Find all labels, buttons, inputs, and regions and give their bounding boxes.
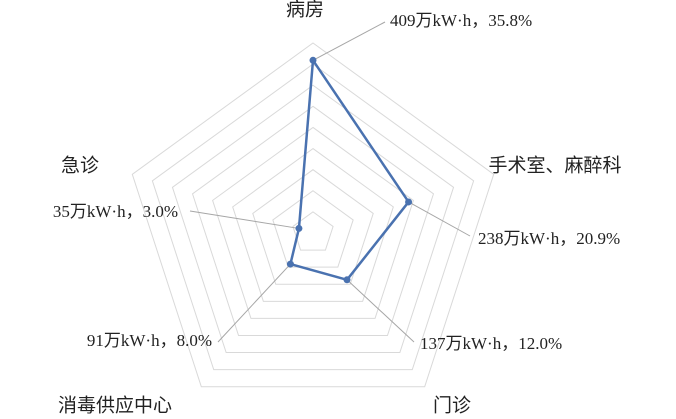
value-label: 137万kW·h，12.0%	[420, 334, 562, 353]
value-label: 91万kW·h，8.0%	[87, 331, 212, 350]
category-label: 手术室、麻醉科	[488, 155, 621, 177]
radar-point	[295, 224, 303, 232]
value-label: 409万kW·h，35.8%	[390, 11, 532, 30]
grid-ring	[151, 63, 475, 371]
leader-line	[346, 279, 415, 343]
grid-ring	[131, 42, 495, 388]
leader-line	[408, 201, 471, 237]
category-label: 消毒供应中心	[58, 395, 172, 417]
category-label: 病房	[286, 0, 324, 21]
value-label: 238万kW·h，20.9%	[478, 229, 620, 248]
value-label: 35万kW·h，3.0%	[53, 202, 178, 221]
grid-ring	[191, 105, 435, 336]
category-label: 门诊	[433, 395, 471, 417]
leader-line	[312, 21, 386, 61]
grid-ring	[171, 84, 455, 354]
grid-ring	[212, 126, 414, 319]
radar-point	[286, 260, 294, 268]
category-label: 急诊	[61, 155, 99, 177]
leader-line	[189, 210, 300, 229]
grid-ring	[272, 190, 354, 268]
grid-ring	[252, 169, 374, 285]
radar-point	[309, 56, 317, 64]
leader-line	[217, 263, 291, 343]
grid-ring	[232, 147, 394, 302]
radar-point	[405, 198, 413, 206]
radar-point	[343, 276, 351, 284]
radar-line	[289, 59, 410, 282]
grid-ring	[292, 211, 334, 251]
